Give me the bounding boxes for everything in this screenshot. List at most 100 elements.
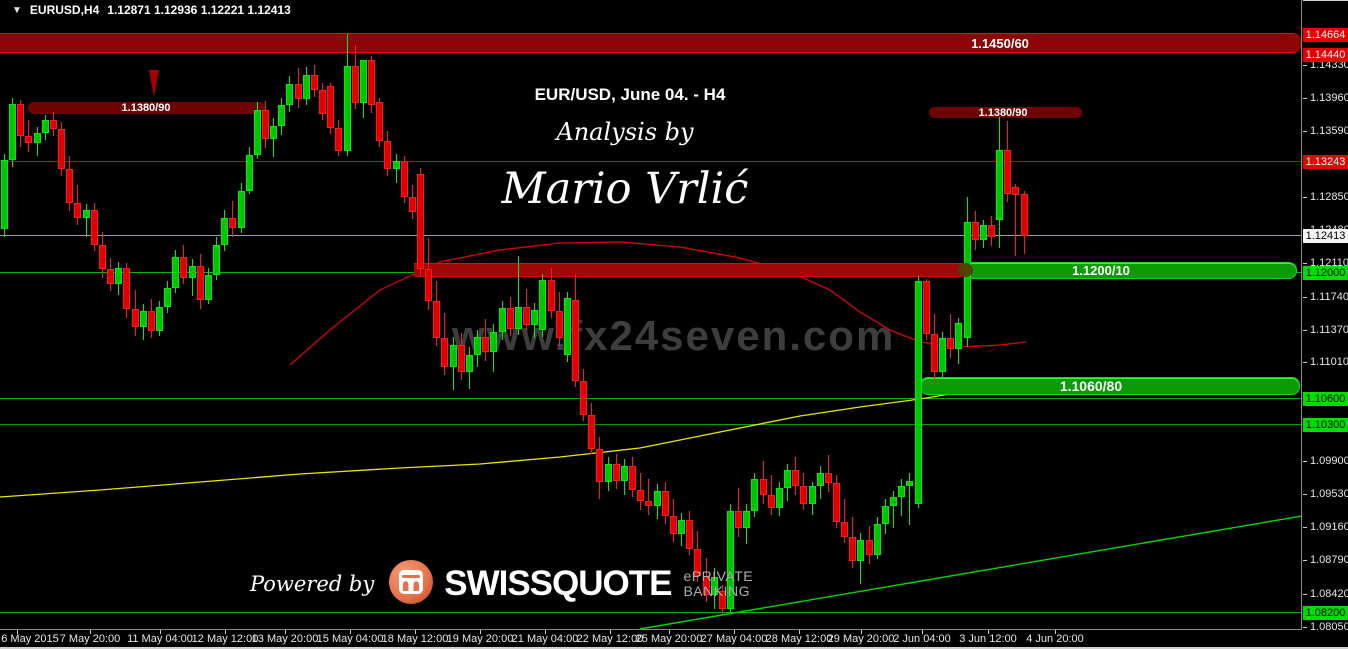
time-axis-label: 18 May 12:00 (381, 633, 449, 645)
candle (148, 311, 155, 331)
candle (50, 120, 57, 129)
chevron-down-icon[interactable]: ▼ (12, 4, 22, 16)
candle (947, 338, 954, 349)
candle (344, 66, 351, 151)
candle (295, 84, 302, 99)
price-tick (1303, 494, 1307, 495)
candle (425, 269, 432, 301)
candle (499, 308, 506, 332)
candle (964, 222, 971, 338)
candle (678, 520, 685, 534)
candle (115, 268, 122, 284)
support-pill-1060-80: 1.1060/80 (920, 377, 1300, 395)
candle (74, 203, 81, 218)
time-axis-label: 3 Jun 12:00 (959, 633, 1017, 645)
trendline-green (639, 515, 1301, 629)
candle (613, 464, 620, 481)
candle (490, 332, 497, 352)
price-tick (1303, 594, 1307, 595)
candle (662, 491, 669, 516)
candle (596, 449, 603, 482)
candle (923, 281, 930, 334)
candle (629, 466, 636, 490)
candle (99, 245, 106, 269)
candle (605, 464, 612, 482)
candle (833, 483, 840, 522)
price-axis-label-red: 1.13243 (1303, 155, 1348, 169)
price-tick (1303, 461, 1307, 462)
candle-wick (518, 256, 519, 335)
candle-wick (901, 479, 902, 516)
candle (637, 490, 644, 501)
time-tick (545, 630, 546, 634)
candle (433, 301, 440, 338)
candle (286, 84, 293, 105)
candle (140, 311, 147, 327)
time-axis-label: 25 May 20:00 (635, 633, 703, 645)
candle (254, 110, 261, 155)
candle (441, 338, 448, 367)
candle (980, 225, 987, 240)
time-axis-label: 19 May 20:00 (446, 633, 514, 645)
candle (164, 288, 171, 307)
time-tick (160, 630, 161, 634)
price-level-line (0, 398, 1301, 399)
time-axis-label: 28 May 12:00 (765, 633, 833, 645)
candle (360, 60, 367, 103)
candle (368, 60, 375, 105)
time-axis-label: 13 May 20:00 (251, 633, 319, 645)
price-axis-label: 1.09900 (1310, 455, 1348, 467)
candle (719, 591, 726, 609)
price-tick (1303, 560, 1307, 561)
chart-title-bar: ▼ EURUSD,H4 1.12871 1.12936 1.12221 1.12… (12, 3, 291, 17)
candle (107, 269, 114, 284)
chart-annotation-title: EUR/USD, June 04. - H4 (534, 85, 726, 104)
candle (417, 174, 424, 269)
candle (278, 105, 285, 126)
price-axis-label: 1.14330 (1310, 59, 1348, 71)
time-tick (480, 630, 481, 634)
time-tick (669, 630, 670, 634)
price-axis-label: 1.08790 (1310, 554, 1348, 566)
candle (784, 470, 791, 488)
candle (548, 280, 555, 311)
candle (849, 537, 856, 561)
candle (800, 486, 807, 504)
price-tick (1303, 65, 1307, 66)
chart-plot-area[interactable]: www.fx24seven.com EUR/USD, June 04. - H4… (0, 0, 1302, 630)
price-axis[interactable]: 1.14664 1.14440 1.14330 1.13960 1.13590 1.132… (1303, 0, 1348, 633)
price-axis-label-green: 1.10600 (1303, 392, 1348, 406)
time-axis[interactable]: 6 May 2015 7 May 20:00 11 May 04:00 12 May … (0, 630, 1348, 649)
candle (17, 104, 24, 136)
resistance-pill-1380-90-left: 1.1380/90 (28, 102, 265, 114)
swissquote-logo-icon (388, 559, 434, 610)
candle (482, 337, 489, 352)
ohlc-quote-label: 1.12871 1.12936 1.12221 1.12413 (107, 3, 291, 17)
time-tick (988, 630, 989, 634)
brand-sub-line1: ePRIVATE (683, 568, 754, 584)
time-axis-label: 15 May 04:00 (316, 633, 384, 645)
candle (539, 280, 546, 330)
candle (743, 511, 750, 528)
candle (335, 128, 342, 151)
candle (327, 86, 334, 128)
candle (172, 257, 179, 288)
price-axis-label: 1.09160 (1310, 521, 1348, 533)
price-tick (1303, 297, 1307, 298)
candle (66, 169, 73, 203)
price-axis-label: 1.12850 (1310, 191, 1348, 203)
time-tick (922, 630, 923, 634)
candle (686, 520, 693, 549)
candle (401, 161, 408, 197)
candle (531, 310, 538, 325)
support-pill-1060-80-label: 1.1060/80 (1059, 378, 1123, 394)
analysis-by-text: Analysis by (556, 118, 694, 146)
candle (523, 307, 530, 325)
time-axis-label: 2 Jun 04:00 (893, 633, 951, 645)
candle (515, 307, 522, 329)
candle (189, 266, 196, 278)
candle (735, 511, 742, 528)
price-level-line (0, 424, 1301, 425)
time-axis-label: 6 May 2015 (1, 633, 59, 645)
